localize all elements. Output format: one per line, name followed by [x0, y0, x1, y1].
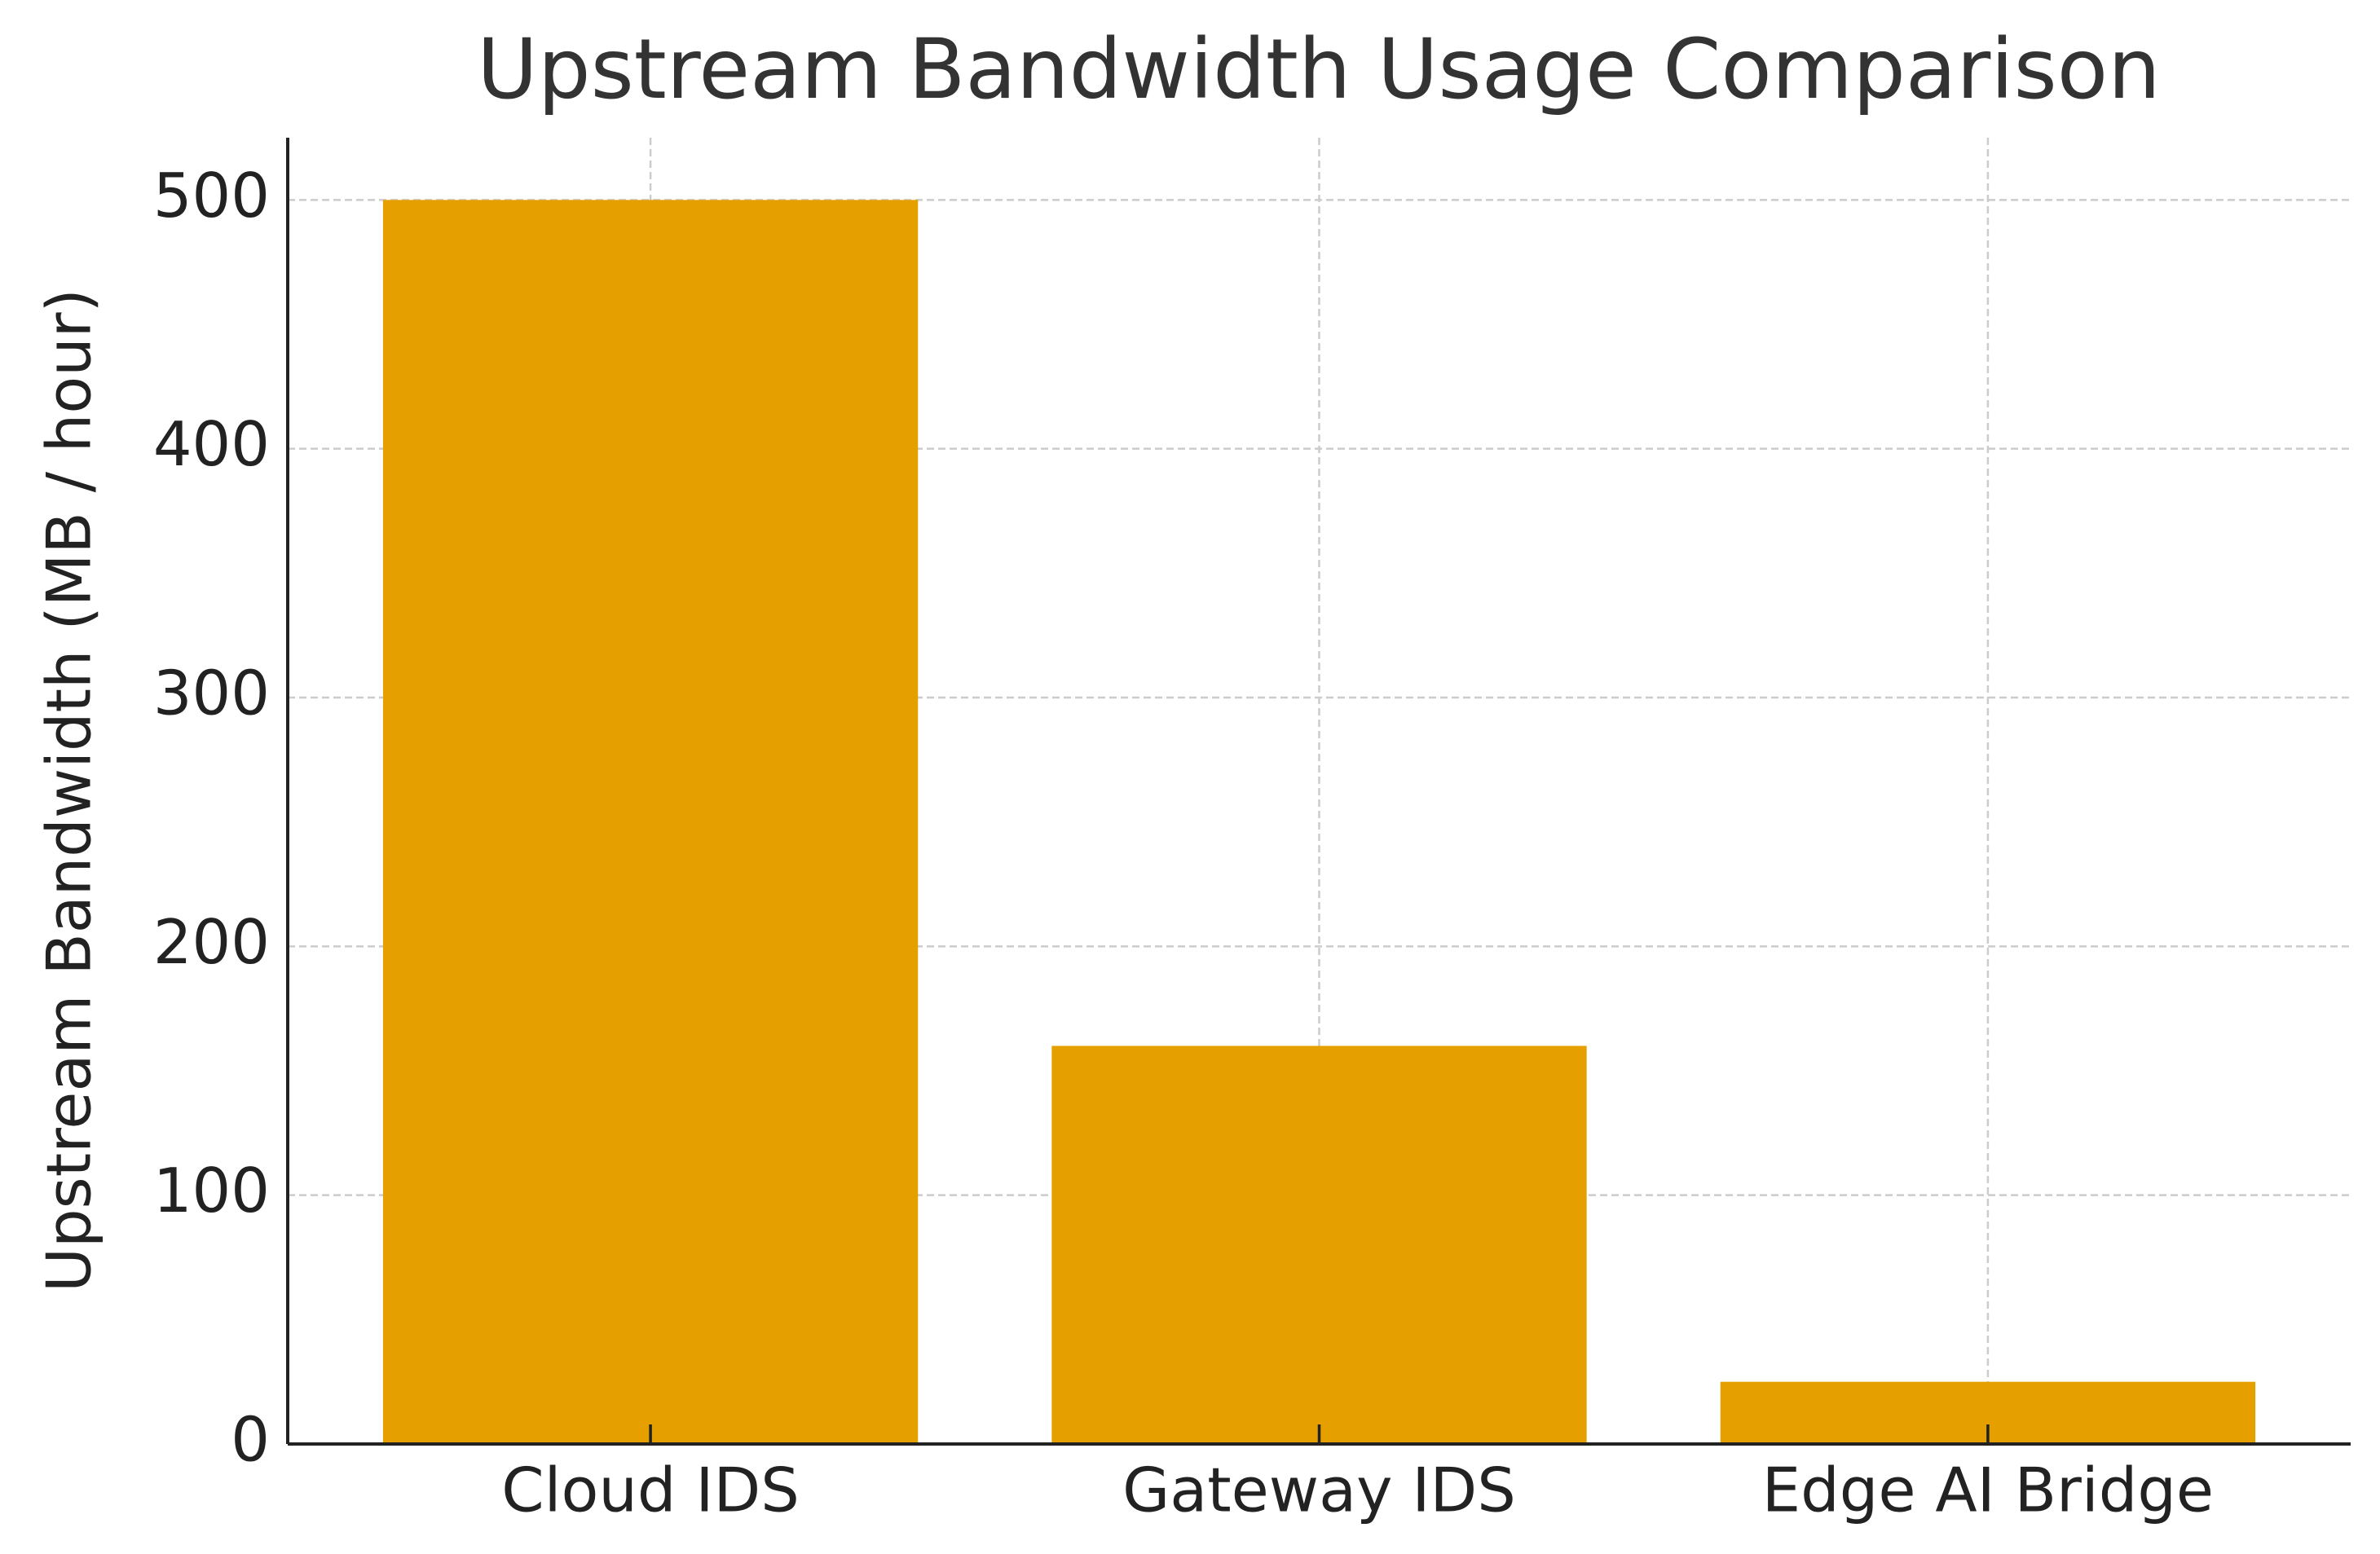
bar: [382, 200, 919, 1444]
y-tick-label: 500: [153, 160, 270, 231]
x-tick-label: Edge AI Bridge: [1762, 1455, 2214, 1526]
chart-title: Upstream Bandwidth Usage Comparison: [477, 21, 2161, 118]
y-tick-label: 100: [153, 1155, 270, 1226]
x-tick-label: Cloud IDS: [501, 1455, 800, 1526]
bar: [1051, 1046, 1587, 1444]
y-tick-label: 400: [153, 408, 270, 480]
y-tick-label: 300: [153, 658, 270, 729]
y-axis-label: Upstream Bandwidth (MB / hour): [33, 288, 105, 1292]
y-tick-label: 0: [231, 1404, 270, 1476]
y-tick-label: 200: [153, 906, 270, 978]
x-tick-label: Gateway IDS: [1122, 1455, 1516, 1526]
